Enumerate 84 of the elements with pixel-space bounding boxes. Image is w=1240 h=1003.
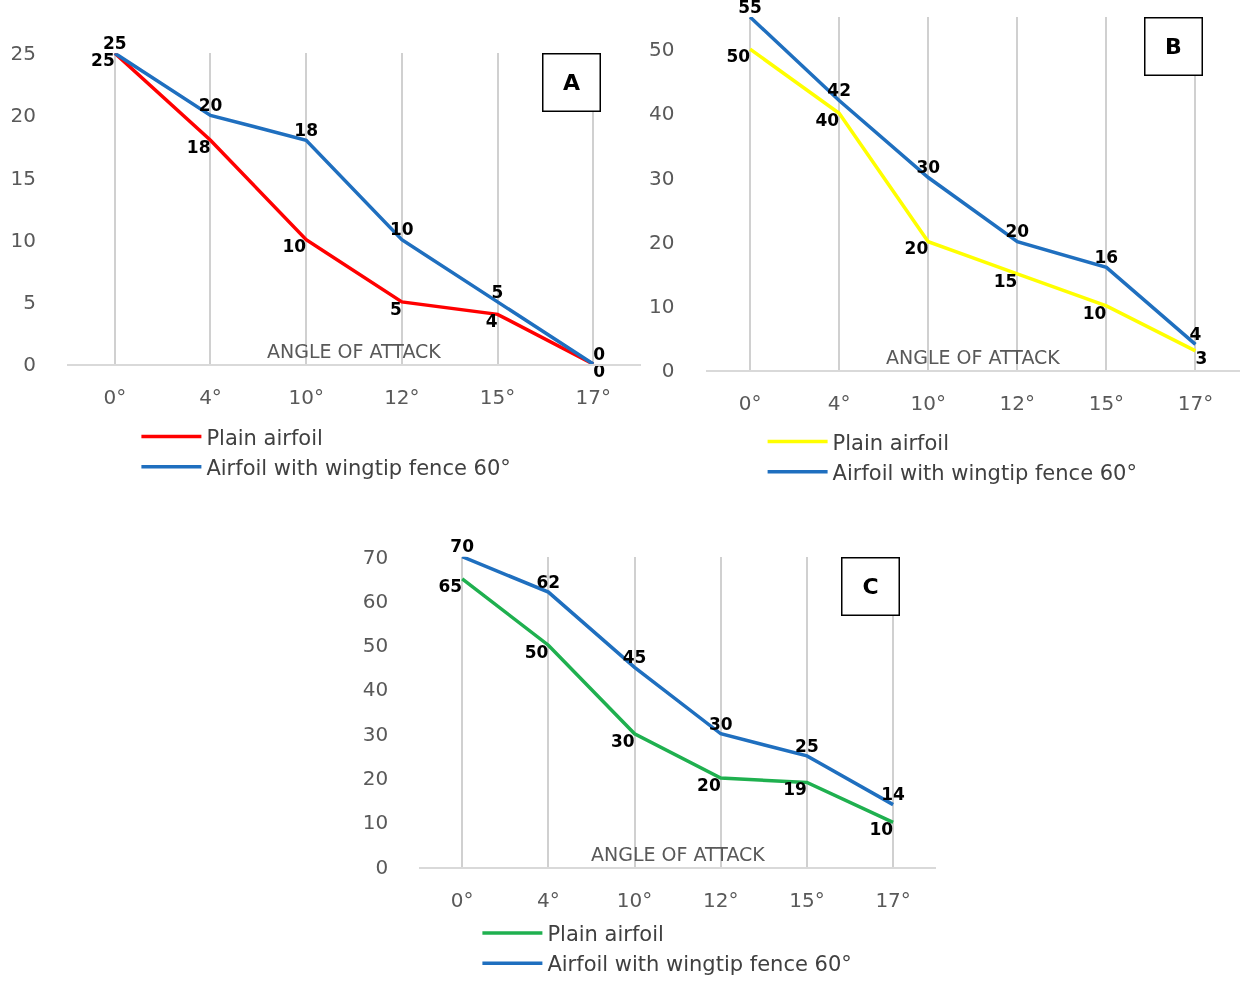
data-label: 20 [904,238,929,259]
data-label: 50 [726,45,751,66]
x-tick-label: 10° [910,391,946,416]
data-label: 30 [610,730,635,751]
x-tick-label: 15° [479,385,516,410]
legend-label: Airfoil with wingtip fence 60° [206,455,511,480]
data-label: 4 [485,311,498,332]
y-tick-label: 30 [362,721,389,746]
data-label: 10 [869,819,894,840]
data-label: 50 [524,641,549,662]
y-tick-label: 10 [362,810,389,835]
data-label: 15 [993,270,1018,291]
x-tick-label: 15° [1088,391,1125,416]
legend-label: Airfoil with wingtip fence 60° [832,460,1137,485]
data-label: 0 [593,343,606,364]
x-tick-label: 0° [103,385,127,410]
x-tick-label: 12° [703,887,739,912]
x-tick-label: 10° [288,385,324,410]
data-label: 45 [622,647,647,668]
data-label: 3 [1195,347,1208,368]
legend-label: Plain airfoil [832,430,950,455]
y-tick-label: 10 [10,227,36,252]
y-tick-label: 70 [362,544,389,569]
data-label: 40 [815,110,840,131]
x-tick-label: 0° [738,391,762,416]
x-tick-label: 0° [450,887,474,912]
y-tick-label: 50 [649,37,675,62]
data-label: 16 [1094,247,1119,268]
y-tick-label: 40 [649,101,675,126]
y-tick-label: 0 [23,352,36,377]
y-tick-label: 50 [362,633,389,658]
data-label: 10 [390,219,414,240]
data-label: 10 [1082,302,1107,323]
text: A [562,70,581,95]
y-tick-label: 5 [23,289,36,314]
data-label: 18 [294,119,319,140]
data-label: 14 [881,784,906,805]
y-tick-label: 20 [649,229,675,254]
x-tick-label: 12° [384,385,420,410]
x-tick-label: 12° [999,391,1036,416]
legend-label: Plain airfoil [547,922,664,947]
x-axis-title: ANGLE OF ATTACK [591,843,766,865]
data-label: 10 [282,236,307,257]
data-label: 4 [1189,324,1202,345]
y-tick-label: 25 [10,41,36,66]
x-tick-label: 15° [789,887,825,912]
text: B [1165,34,1182,59]
legend-label: Plain airfoil [206,425,323,450]
y-tick-label: 40 [362,677,389,702]
x-tick-label: 10° [616,887,653,912]
text: C [862,574,879,599]
x-tick-label: 4° [537,887,560,912]
data-label: 30 [916,157,941,178]
data-label: 55 [738,0,762,17]
data-label: 5 [390,298,402,319]
data-label: 20 [697,774,721,795]
data-label: 20 [1005,221,1030,242]
y-tick-label: 30 [649,165,675,190]
line-series [113,53,595,365]
x-axis-title: ANGLE OF ATTACK [886,346,1061,368]
x-tick-label: 17° [875,887,911,912]
x-tick-label: 17° [1177,391,1214,416]
data-label: 30 [708,713,733,734]
data-label: 18 [186,136,211,157]
y-tick-label: 0 [661,358,675,383]
data-label: 25 [795,735,819,756]
x-tick-label: 17° [575,385,611,410]
data-label: 65 [438,575,463,596]
y-tick-label: 20 [10,103,36,128]
x-tick-label: 4° [827,391,851,416]
data-label: 20 [198,95,223,116]
y-tick-label: 15 [10,165,36,190]
y-tick-label: 0 [375,854,389,879]
y-tick-label: 60 [362,588,389,613]
data-label: 70 [450,536,475,557]
x-tick-label: 4° [199,385,222,410]
y-tick-label: 10 [649,293,675,318]
data-label: 62 [536,571,561,592]
data-label: 42 [827,80,852,101]
x-axis-title: ANGLE OF ATTACK [267,340,442,362]
data-label: 5 [491,281,504,302]
data-label: 19 [783,779,807,800]
legend-label: Airfoil with wingtip fence 60° [547,952,852,977]
y-tick-label: 20 [362,766,389,791]
